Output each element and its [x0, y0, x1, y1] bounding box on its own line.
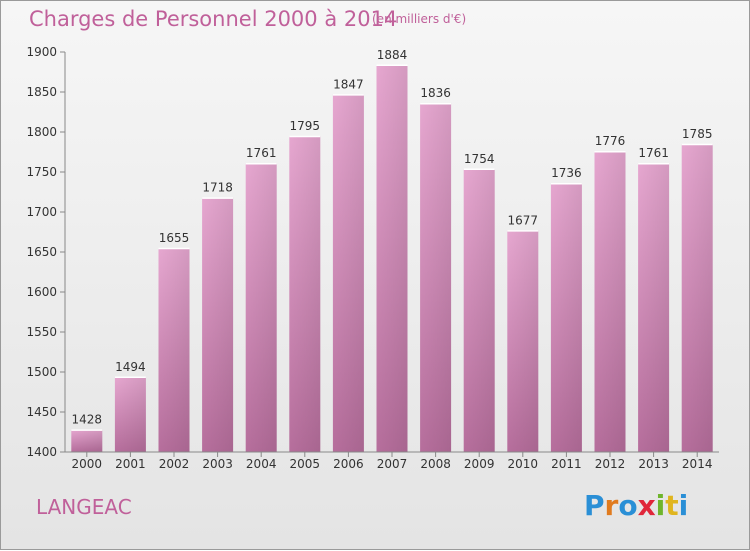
x-tick-label: 2007: [377, 457, 408, 471]
bar-shade: [289, 136, 321, 452]
bars: 1428 1494 1655 1718 1761 1795 1847 1884 1836 1754…: [71, 48, 713, 453]
y-tick-label: 1700: [26, 205, 57, 219]
x-tick-label: 2001: [115, 457, 146, 471]
bar-value-label: 1754: [464, 152, 495, 166]
bar-value-label: 1761: [638, 146, 669, 160]
logo-letter: o: [618, 489, 638, 522]
bar-shade: [114, 376, 146, 452]
bar-shade: [376, 64, 408, 453]
bar-value-label: 1677: [508, 213, 539, 227]
chart-title: Charges de Personnel 2000 à 2014: [29, 7, 398, 31]
bar-value-label: 1776: [595, 134, 626, 148]
logo-letter: P: [584, 489, 605, 522]
logo-letter: i: [655, 489, 666, 522]
x-tick-label: 2008: [420, 457, 451, 471]
x-tick-label: 2013: [638, 457, 669, 471]
bar-shade: [594, 151, 626, 452]
x-tick-label: 2014: [682, 457, 713, 471]
chart-unit-note: (en milliers d'€): [372, 12, 467, 26]
bar-shade: [681, 144, 713, 452]
bar-value-label: 1761: [246, 146, 277, 160]
logo-letter: x: [637, 489, 656, 522]
logo-letter: i: [678, 489, 689, 522]
bar-value-label: 1785: [682, 127, 713, 141]
bar-value-label: 1494: [115, 360, 146, 374]
y-tick-label: 1600: [26, 285, 57, 299]
bar-value-label: 1847: [333, 77, 364, 91]
bar-value-label: 1795: [290, 119, 321, 133]
proxiti-logo: Proxiti: [584, 489, 688, 522]
bar-value-label: 1718: [202, 181, 233, 195]
x-tick-label: 2010: [508, 457, 539, 471]
logo-letter: r: [604, 489, 619, 522]
y-tick-label: 1400: [26, 445, 57, 459]
bar-shade: [202, 197, 234, 452]
y-tick-label: 1650: [26, 245, 57, 259]
y-tick-label: 1800: [26, 125, 57, 139]
x-tick-label: 2002: [159, 457, 190, 471]
y-tick-label: 1550: [26, 325, 57, 339]
bar-shade: [332, 94, 364, 453]
x-tick-label: 2004: [246, 457, 277, 471]
bar-value-label: 1836: [420, 86, 451, 100]
x-tick-label: 2011: [551, 457, 582, 471]
bar-shade: [158, 248, 190, 452]
bar-value-label: 1655: [159, 231, 190, 245]
x-tick-label: 2006: [333, 457, 364, 471]
y-tick-label: 1500: [26, 365, 57, 379]
bar-shade: [638, 163, 670, 452]
x-tick-label: 2005: [290, 457, 321, 471]
x-tick-label: 2012: [595, 457, 626, 471]
bar-shade: [245, 163, 277, 452]
commune-name: LANGEAC: [36, 495, 132, 519]
y-tick-label: 1900: [26, 45, 57, 59]
x-tick-label: 2000: [72, 457, 103, 471]
x-axis: 2000 2001 2002 2003 2004 2005 2006 2007 2008 2009…: [65, 451, 719, 471]
bar-shade: [463, 168, 495, 453]
bar-value-label: 1736: [551, 166, 582, 180]
bar-shade: [71, 429, 103, 452]
y-tick-label: 1750: [26, 165, 57, 179]
logo-letter: t: [665, 489, 679, 522]
bar-shade: [420, 103, 452, 452]
x-tick-label: 2003: [202, 457, 233, 471]
bar-shade: [507, 230, 539, 452]
bar-value-label: 1884: [377, 48, 408, 62]
y-axis: 1400 1450 1500 1550 1600 1650 1700 1750 1800 1850…: [26, 45, 66, 459]
y-tick-label: 1450: [26, 405, 57, 419]
bar-value-label: 1428: [72, 413, 103, 427]
y-tick-label: 1850: [26, 85, 57, 99]
bar-shade: [550, 183, 582, 452]
x-tick-label: 2009: [464, 457, 495, 471]
